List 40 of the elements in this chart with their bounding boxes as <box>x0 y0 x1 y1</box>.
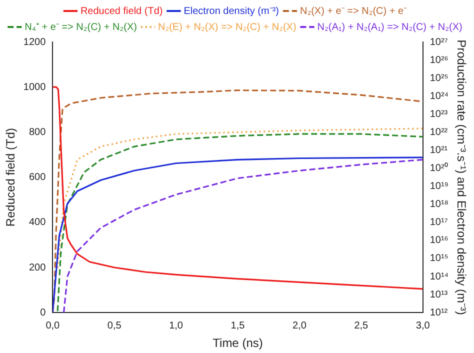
y-tick-label: 800 <box>28 126 46 138</box>
x-tick-label: 2,0 <box>292 320 307 332</box>
y2-tick-label: 10¹⁴ <box>430 271 449 282</box>
y-tick-label: 400 <box>28 217 46 228</box>
line-series <box>56 128 423 269</box>
y2-tick-label: 10²⁶ <box>430 54 448 66</box>
y2-tick-label: 10²⁴ <box>430 90 449 102</box>
y2-tick-label: 10¹⁸ <box>430 199 449 210</box>
legend-label: Reduced field (Td) <box>80 6 163 17</box>
y2-tick-label: 10²³ <box>430 108 448 120</box>
x-tick-label: 1,5 <box>230 320 246 332</box>
legend-label: Electron density (m⁻³) <box>184 6 279 17</box>
y-tick-label: 200 <box>28 262 46 274</box>
y2-tick-label: 10¹⁹ <box>430 181 449 192</box>
y2-tick-label: 10²⁵ <box>430 72 448 84</box>
legend-label: N₂(E) + N₂(X) => N₂(C) + N₂(X) <box>158 22 296 33</box>
y2-tick-label: 10¹⁵ <box>430 253 448 264</box>
x-axis-title: Time (ns) <box>212 336 263 350</box>
legend-label: N₄⁺ + e⁻ => N₂(C) + N₂(X) <box>24 22 137 33</box>
x-tick-label: 0,5 <box>107 320 122 332</box>
x-tick-label: 3,0 <box>416 320 430 332</box>
y-axis-title: Reduced field (Td) <box>4 128 18 227</box>
y2-tick-label: 10¹⁷ <box>430 217 448 228</box>
y2-tick-label: 10²¹ <box>430 144 448 156</box>
y2-tick-label: 10¹³ <box>430 289 448 300</box>
y2-tick-label: 10¹⁶ <box>430 235 448 246</box>
y2-axis-title: Production rate (cm⁻³.s⁻¹) and Electron density (m⁻³) <box>454 40 468 316</box>
x-tick-label: 1,0 <box>169 320 184 332</box>
y2-tick-label: 10¹² <box>430 307 448 318</box>
x-tick-label: 2,5 <box>354 320 369 332</box>
y-tick-label: 0 <box>40 307 46 318</box>
y2-tick-label: 10²⁷ <box>430 36 448 48</box>
y-tick-label: 600 <box>28 172 46 184</box>
y-tick-label: 1000 <box>23 82 46 93</box>
y2-tick-label: 10²² <box>430 126 448 138</box>
x-tick-label: 0,0 <box>46 320 60 332</box>
y2-tick-label: 10²⁰ <box>430 162 448 174</box>
y-tick-label: 1200 <box>23 36 46 48</box>
legend-label: N₂(X) + e⁻ => N₂(C) + e⁻ <box>300 6 408 17</box>
legend-label: N₂(A₁) + N₂(A₁) => N₂(C) + N₂(X) <box>317 22 462 33</box>
